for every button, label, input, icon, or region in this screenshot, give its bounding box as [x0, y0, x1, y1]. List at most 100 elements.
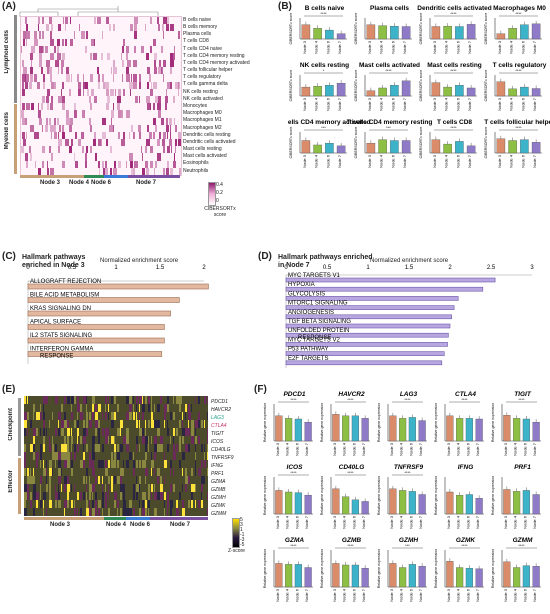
heatmap-cell — [89, 117, 92, 125]
panel-f-bar — [475, 568, 483, 588]
panel-b-bar — [531, 23, 541, 40]
heatmap-cell — [21, 60, 24, 68]
heatmap-cell — [21, 146, 24, 154]
heatmap-cell — [144, 428, 147, 436]
heatmap-cell — [57, 131, 59, 140]
heatmap-cell — [38, 45, 43, 53]
heatmap-cell — [82, 452, 86, 460]
panel-b-subplot: B cells naive CIBERSORTx score Node 3 Node … — [289, 5, 347, 54]
heatmap-cell — [182, 412, 184, 420]
panel-c-x-tick-label: 1.5 — [156, 265, 165, 271]
heatmap-cell — [58, 67, 60, 75]
heatmap-cell — [61, 420, 64, 428]
panel-b-x-tick-label: Node 6 — [455, 97, 460, 111]
panel-b-x-tick-label: Node 7 — [337, 97, 342, 111]
heatmap-cell — [70, 468, 73, 476]
heatmap-cell — [86, 492, 88, 500]
panel-b-y-label: CIBERSORTx score — [419, 70, 423, 102]
panel-f-x-tick-label: Node 6 — [465, 588, 470, 602]
heatmap-cell — [134, 96, 138, 104]
heatmap-cell — [51, 452, 55, 460]
heatmap-cell — [79, 460, 83, 468]
panel-f-subplot: PRF1 Relative gene expression Node 3 Node 4… — [491, 464, 541, 529]
panel-f-sig-label: **** — [347, 397, 354, 402]
heatmap-cell — [48, 492, 51, 500]
heatmap-cell — [42, 500, 44, 508]
heatmap-cell — [76, 436, 78, 444]
heatmap-cell — [104, 468, 108, 476]
panel-f-x-tick-label: Node 7 — [304, 515, 309, 529]
panel-f-x-tick-label: Node 6 — [351, 588, 356, 602]
heatmap-cell — [172, 468, 174, 476]
panel-b-bar — [431, 26, 441, 40]
heatmap-cell — [107, 492, 110, 500]
heatmap-cell — [30, 124, 35, 132]
heatmap-cell — [105, 17, 110, 25]
panel-f-x-tick-label: Node 6 — [294, 588, 299, 602]
panel-b-x-tick-label: Node 6 — [520, 97, 525, 111]
heatmap-cell — [138, 476, 141, 484]
panel-a-row-label: NK cells resting — [183, 88, 218, 95]
heatmap-cell — [138, 508, 142, 516]
panel-b-bar — [336, 145, 346, 154]
panel-f-y-label: Relative gene expression — [491, 549, 495, 588]
panel-f-y-label: Relative gene expression — [263, 403, 267, 442]
heatmap-cell — [58, 60, 60, 68]
heatmap-cell — [77, 81, 82, 89]
panel-f-subplot-title: GZMM — [513, 537, 533, 544]
heatmap-cell — [76, 412, 79, 420]
heatmap-cell — [132, 404, 134, 412]
panel-b-sig-label: *** — [386, 125, 391, 130]
panel-f-bar — [399, 567, 407, 588]
panel-f-bar — [361, 567, 369, 588]
heatmap-cell — [81, 131, 84, 140]
panel-b-sig-label: **** — [450, 68, 457, 73]
node3-segment — [20, 175, 84, 178]
heatmap-cell — [107, 460, 111, 468]
panel-b-x-tick-label: Node 3 — [302, 97, 307, 111]
heatmap-cell — [101, 139, 103, 147]
panel-b-subplot: Mast cells resting CIBERSORTx score Node 3… — [419, 62, 482, 111]
heatmap-cell — [157, 96, 161, 104]
heatmap-cell — [25, 38, 28, 46]
panel-e-node6-label: Node 6 — [130, 522, 151, 528]
heatmap-cell — [166, 17, 169, 25]
panel-a-row-label: T cells CD4 naive — [183, 45, 223, 52]
panel-f-x-tick-label: Node 4 — [342, 588, 347, 602]
heatmap-cell — [158, 131, 161, 140]
heatmap-cell — [169, 124, 172, 132]
panel-c-x-tick-label: 1 — [114, 265, 118, 271]
heatmap-cell — [92, 508, 95, 516]
panel-e-legend-tick: -3 — [240, 537, 245, 543]
heatmap-cell — [135, 476, 137, 484]
heatmap-cell — [24, 492, 27, 500]
heatmap-cell — [49, 103, 53, 111]
heatmap-cell — [67, 436, 70, 444]
heatmap-cell — [92, 460, 94, 468]
heatmap-cell — [151, 492, 153, 500]
heatmap-cell — [45, 117, 49, 125]
heatmap-cell — [121, 74, 124, 82]
panel-d-bar — [285, 305, 455, 310]
heatmap-cell — [81, 146, 84, 154]
panel-f-x-tick-label: Node 4 — [513, 442, 518, 456]
heatmap-cell — [82, 88, 85, 96]
heatmap-cell — [30, 476, 34, 484]
panel-b-x-tick-label: Node 4 — [509, 40, 514, 54]
heatmap-cell — [57, 96, 62, 104]
heatmap-cell — [129, 131, 131, 140]
heatmap-cell — [194, 452, 197, 460]
heatmap-cell — [70, 484, 72, 492]
heatmap-cell — [110, 110, 115, 118]
heatmap-cell — [92, 444, 94, 452]
panel-d-bar — [285, 296, 459, 301]
panel-f-bar — [475, 418, 483, 442]
heatmap-cell — [38, 117, 43, 125]
heatmap-cell — [113, 476, 117, 484]
heatmap-cell — [200, 484, 203, 492]
heatmap-cell — [113, 412, 117, 420]
panel-f-x-tick-label: Node 4 — [285, 515, 290, 529]
heatmap-cell — [45, 460, 48, 468]
panel-b-y-label: CIBERSORTx score — [419, 127, 423, 159]
heatmap-cell — [135, 492, 138, 500]
